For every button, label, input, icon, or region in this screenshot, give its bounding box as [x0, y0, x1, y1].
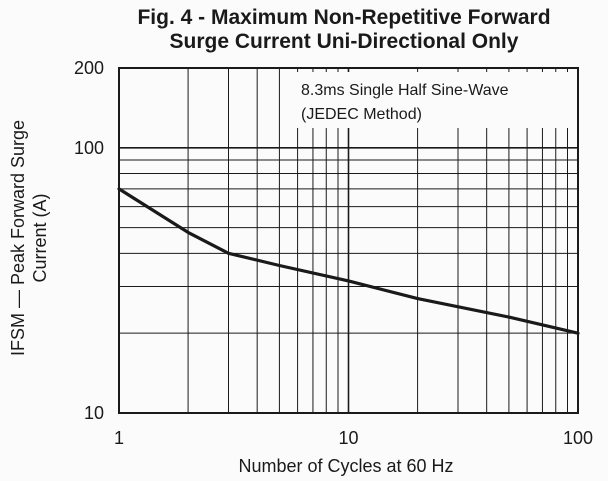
surge-current-curve [117, 187, 580, 335]
x-axis-label: Number of Cycles at 60 Hz [238, 456, 453, 476]
chart-subtitle: Surge Current Uni-Directional Only [170, 30, 519, 53]
chart-title: Fig. 4 - Maximum Non-Repetitive Forward [137, 6, 550, 29]
y-axis-label-line-2: Current (A) [30, 193, 50, 282]
annotation-line-2: (JEDEC Method) [301, 106, 422, 123]
y-tick-labels: 10 100 200 [74, 58, 104, 423]
y-tick-label: 100 [74, 138, 104, 158]
x-tick-label: 10 [338, 428, 358, 448]
x-tick-label: 1 [114, 428, 124, 448]
annotation-background [290, 72, 578, 128]
plot-frame [118, 67, 579, 414]
y-tick-label: 200 [74, 58, 104, 78]
x-tick-labels: 1 10 100 [114, 428, 593, 448]
y-tick-label: 10 [84, 403, 104, 423]
annotation-line-1: 8.3ms Single Half Sine-Wave [301, 82, 509, 99]
x-tick-label: 100 [563, 428, 593, 448]
y-axis-label-line-1: IFSM — Peak Forward Surge [8, 120, 28, 356]
series-layer [117, 187, 580, 335]
